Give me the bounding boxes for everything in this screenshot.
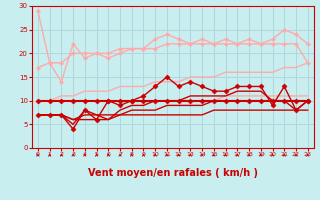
X-axis label: Vent moyen/en rafales ( km/h ): Vent moyen/en rafales ( km/h ) xyxy=(88,168,258,178)
